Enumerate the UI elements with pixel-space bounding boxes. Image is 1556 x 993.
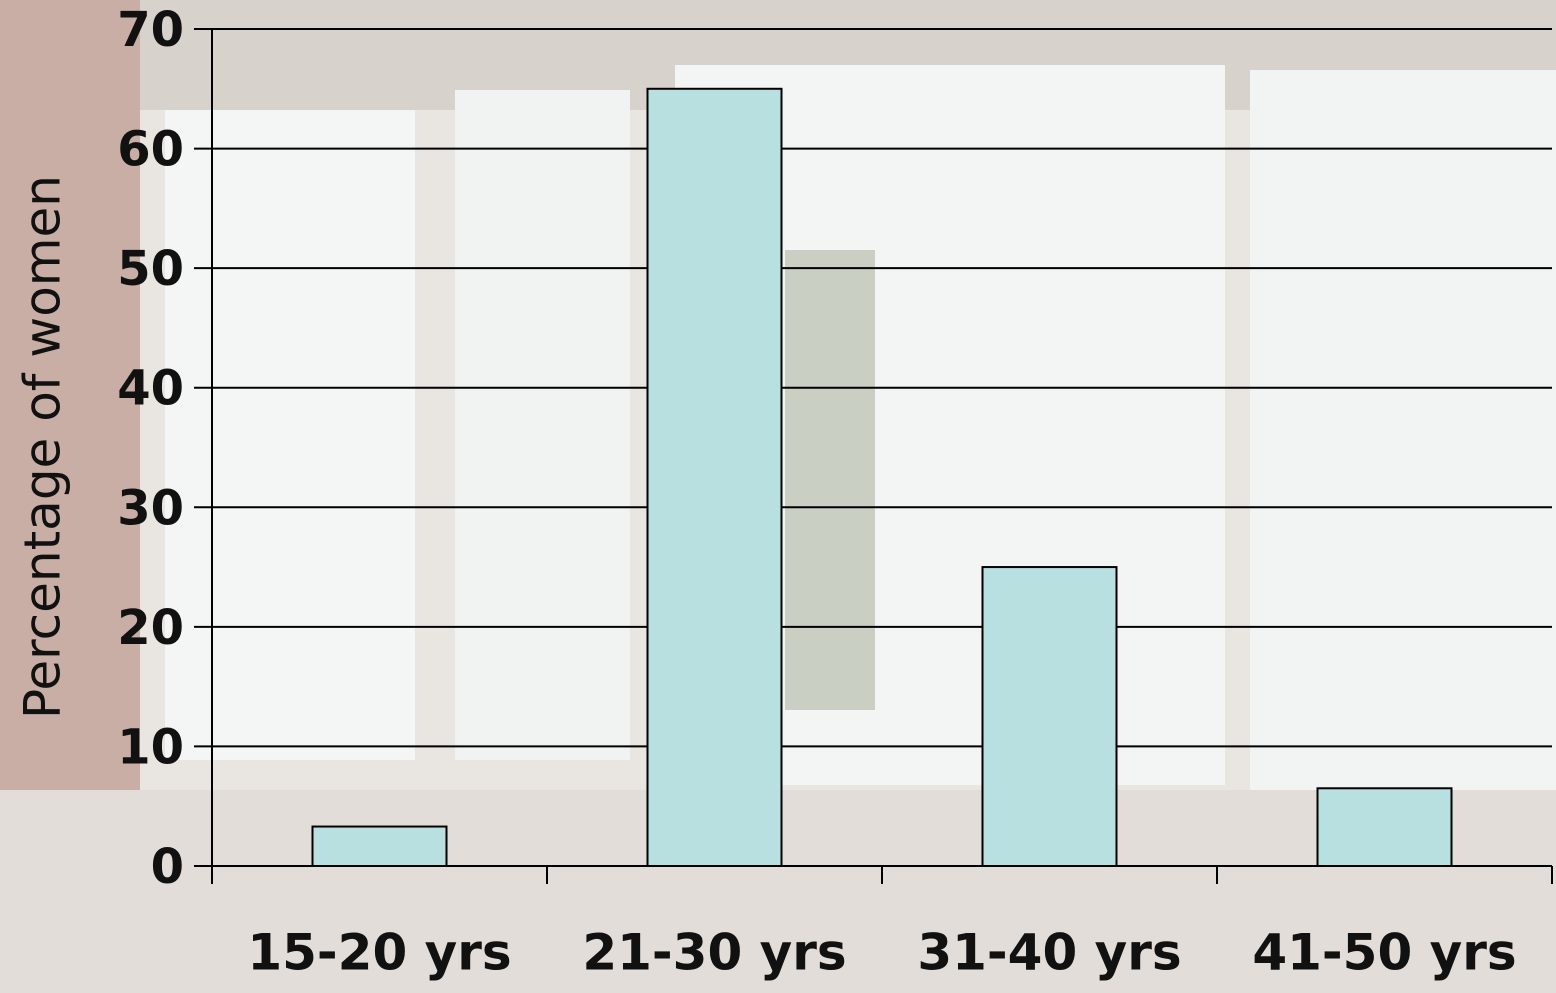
bar xyxy=(311,825,448,868)
y-tick-label: 60 xyxy=(117,122,184,178)
y-tick-label: 0 xyxy=(151,839,184,895)
bar xyxy=(1316,787,1453,867)
x-tick-label: 21-30 yrs xyxy=(582,924,846,982)
y-tick-label: 50 xyxy=(117,241,184,297)
y-tick-label: 40 xyxy=(117,361,184,417)
x-tick-label: 31-40 yrs xyxy=(917,924,1181,982)
x-tick-label: 15-20 yrs xyxy=(247,924,511,982)
y-tick-label: 20 xyxy=(117,600,184,656)
y-tick-label: 10 xyxy=(117,719,184,775)
y-tick-label: 70 xyxy=(117,2,184,58)
y-tick-label: 30 xyxy=(117,480,184,536)
bar xyxy=(646,87,783,868)
x-tick-label: 41-50 yrs xyxy=(1252,924,1516,982)
y-axis-label: Percentage of women xyxy=(14,175,72,719)
bar xyxy=(981,566,1118,867)
